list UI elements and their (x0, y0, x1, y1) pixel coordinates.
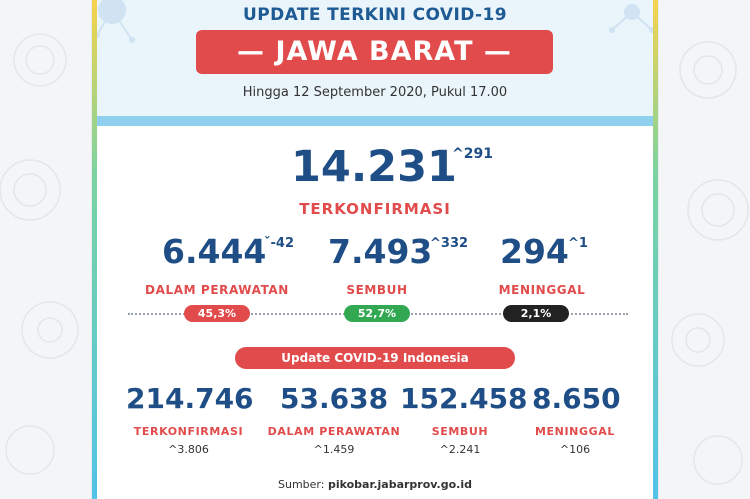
covid-update-card: UPDATE TERKINI COVID-19 — JAWA BARAT — H… (92, 0, 658, 499)
update-date: Hingga 12 September 2020, Pukul 17.00 (242, 85, 508, 100)
jabar-treatment-value: 6.444 (162, 232, 267, 271)
jabar-confirmed-value: 14.231 (291, 142, 457, 192)
left-gradient-edge (92, 0, 97, 499)
jabar-confirmed-label: TERKONFIRMASI (299, 200, 451, 218)
header-banner: UPDATE TERKINI COVID-19 — JAWA BARAT — H… (92, 0, 658, 116)
jabar-deaths-delta: ^1 (568, 236, 588, 251)
indonesia-confirmed-delta: ^3.806 (168, 443, 209, 456)
indonesia-section-title: Update COVID-19 Indonesia (235, 347, 515, 369)
jabar-recovered-delta: ^332 (430, 236, 469, 251)
indonesia-confirmed-label: TERKONFIRMASI (133, 425, 244, 438)
right-gradient-edge (653, 0, 658, 499)
source-prefix: Sumber: (278, 478, 328, 491)
jabar-deaths-value: 294 (500, 232, 569, 271)
indonesia-treatment-value: 53.638 (280, 382, 389, 415)
virus-icon (94, 0, 655, 43)
jabar-recovered-label: SEMBUH (346, 283, 408, 297)
indonesia-treatment-delta: ^1.459 (313, 443, 355, 456)
source-credit: Sumber: pikobar.jabarprov.go.id (92, 478, 658, 491)
jabar-treatment-label: DALAM PERAWATAN (145, 283, 289, 297)
indonesia-treatment-label: DALAM PERAWATAN (267, 425, 401, 438)
region-title: — JAWA BARAT — (196, 30, 553, 74)
indonesia-confirmed-value: 214.746 (126, 382, 254, 415)
recovered-percent-badge: 52,7% (344, 305, 410, 322)
indonesia-recovered-value: 152.458 (400, 382, 528, 415)
jabar-treatment-delta: ˇ-42 (264, 236, 294, 251)
indonesia-deaths-delta: ^106 (559, 443, 591, 456)
indonesia-recovered-delta: ^2.241 (439, 443, 481, 456)
deaths-percent-badge: 2,1% (503, 305, 569, 322)
jabar-confirmed-delta: ^291 (452, 146, 493, 162)
jabar-deaths-label: MENINGGAL (498, 283, 586, 297)
treatment-percent-badge: 45,3% (184, 305, 250, 322)
header-divider (92, 116, 658, 126)
jabar-recovered-value: 7.493 (328, 232, 433, 271)
indonesia-deaths-label: MENINGGAL (535, 425, 615, 438)
page-title: UPDATE TERKINI COVID-19 (243, 5, 507, 25)
decorative-pattern-right (671, 41, 749, 485)
indonesia-deaths-value: 8.650 (532, 382, 621, 415)
source-link[interactable]: pikobar.jabarprov.go.id (327, 478, 472, 491)
decorative-pattern-left (0, 33, 79, 475)
indonesia-recovered-label: SEMBUH (431, 425, 489, 438)
